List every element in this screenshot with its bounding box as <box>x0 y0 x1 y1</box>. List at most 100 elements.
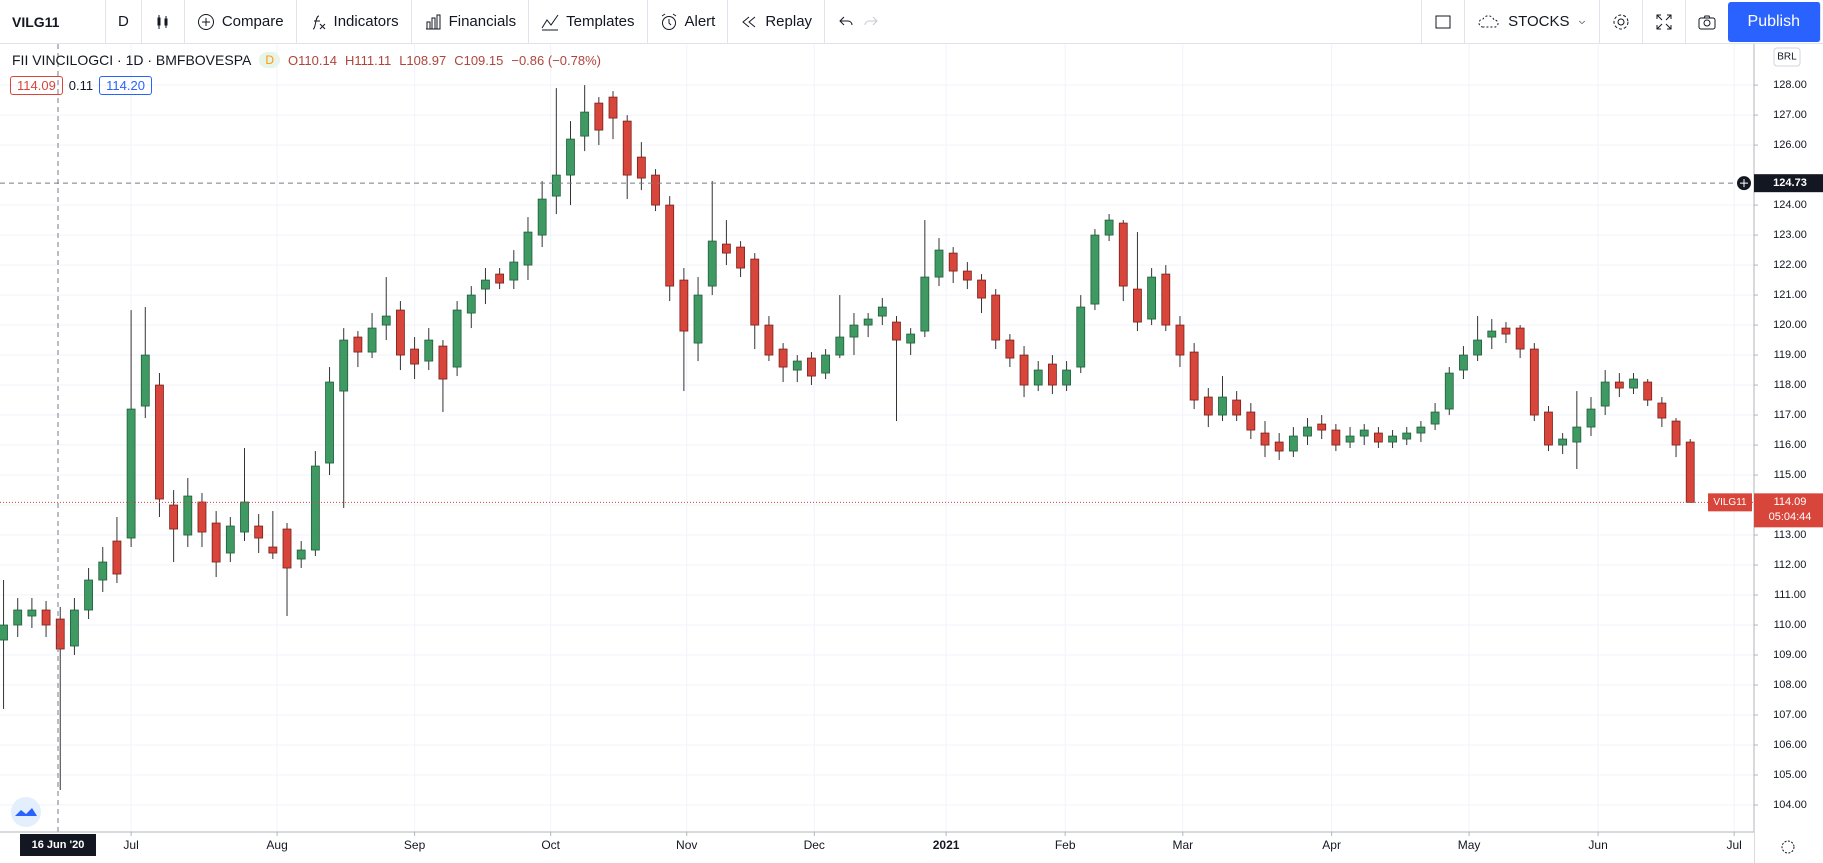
replay-button[interactable]: Replay <box>728 0 826 44</box>
y-tick-label: 109.00 <box>1773 649 1807 661</box>
candle-body <box>1019 354 1029 386</box>
snapshot-button[interactable] <box>1686 0 1728 44</box>
label: STOCKS <box>1508 13 1570 30</box>
candle-body <box>1345 435 1355 443</box>
candle-body <box>679 279 689 332</box>
spread: 0.11 <box>68 78 94 93</box>
candle-body <box>1459 354 1468 371</box>
y-tick-label: 111.00 <box>1774 589 1806 601</box>
label: Templates <box>566 13 635 30</box>
candle-body <box>1288 435 1298 452</box>
candle-body <box>1246 411 1256 431</box>
candle-body <box>466 294 476 314</box>
bid[interactable]: 114.09 <box>10 76 63 95</box>
legend-low: L108.97 <box>399 52 447 68</box>
compare-button[interactable]: Compare <box>185 0 297 44</box>
candle-body <box>98 561 108 581</box>
label: Financials <box>448 13 517 30</box>
candle-body <box>1487 330 1497 338</box>
candle-body <box>566 138 575 176</box>
currency-badge: BRL <box>1773 47 1801 67</box>
candle-body <box>608 96 618 119</box>
candle-body <box>665 204 675 287</box>
countdown: 05:04:44 <box>1769 511 1812 523</box>
candle-body <box>523 231 533 266</box>
ask[interactable]: 114.20 <box>99 76 152 95</box>
candle-body <box>495 273 505 284</box>
publish-button[interactable]: Publish <box>1727 1 1821 42</box>
status-flag: D <box>259 52 281 68</box>
candle-body <box>1076 306 1086 368</box>
y-tick-label: 115.00 <box>1774 469 1807 481</box>
last-price-label: 114.09 <box>1774 496 1807 508</box>
fullscreen-button[interactable] <box>1643 0 1686 44</box>
candle-body <box>778 348 788 368</box>
x-tick-label: May <box>1458 838 1481 852</box>
layout-button[interactable] <box>1421 0 1466 44</box>
label: Replay <box>765 13 813 30</box>
candle-body <box>1373 432 1383 443</box>
candle-body <box>1189 351 1199 401</box>
x-tick-label: Jun <box>1588 838 1607 852</box>
candle-body <box>0 624 8 641</box>
candle-body <box>41 609 51 626</box>
candle-body <box>112 540 122 575</box>
candle-body <box>1600 381 1610 407</box>
x-tick-label: 2021 <box>933 838 960 852</box>
candle-body <box>1629 378 1638 389</box>
y-tick-label: 112.00 <box>1774 559 1807 571</box>
y-tick-label: 110.00 <box>1774 619 1807 631</box>
candle-body <box>962 270 972 281</box>
time-settings[interactable] <box>1781 840 1795 854</box>
candle-body <box>367 327 377 353</box>
candle-body <box>1388 435 1397 443</box>
candle-body <box>1090 234 1100 305</box>
legend-open: O110.14 <box>288 52 337 68</box>
candle-body <box>594 102 604 131</box>
x-tick-label: Apr <box>1322 838 1341 852</box>
candle-body <box>792 360 802 371</box>
crosshair-price-box <box>1754 174 1823 193</box>
currency-label: BRL <box>1777 52 1797 63</box>
indicators-button[interactable]: Indicators <box>297 0 412 44</box>
candle-body <box>821 354 831 374</box>
candle-body <box>934 249 944 278</box>
candle-body <box>1444 372 1454 410</box>
y-tick-label: 105.00 <box>1773 769 1807 781</box>
candle-body <box>1586 408 1596 428</box>
chart-style[interactable] <box>142 0 185 44</box>
toolbar: VILG11 D Compare Indicators Financials T… <box>0 0 1823 44</box>
interval[interactable]: D <box>106 0 142 44</box>
x-tick-label: Jul <box>1726 838 1741 852</box>
candle-body <box>991 294 1001 341</box>
logo[interactable] <box>11 797 41 827</box>
symbol-search[interactable]: VILG11 <box>0 0 106 44</box>
candle-body <box>807 357 816 377</box>
badge-box <box>1773 47 1801 67</box>
x-tick-label: Nov <box>676 838 697 852</box>
legend-close: C109.15 <box>454 52 504 68</box>
symbol-box <box>1708 493 1752 512</box>
candle-body <box>410 348 419 365</box>
candle-body <box>1317 423 1327 431</box>
candle-body <box>381 315 391 326</box>
crosshair-date-label: 16 Jun '20 <box>32 839 85 851</box>
candle-body <box>722 243 731 254</box>
alert-button[interactable]: Alert <box>648 0 729 44</box>
financials-button[interactable]: Financials <box>412 0 530 44</box>
candle-body <box>1473 339 1483 356</box>
candle-body <box>948 252 958 272</box>
candle-body <box>452 309 462 368</box>
market-button[interactable]: STOCKS <box>1465 0 1600 44</box>
y-tick-label: 121.00 <box>1773 289 1807 301</box>
templates-button[interactable]: Templates <box>529 0 648 44</box>
candle-body <box>353 336 363 353</box>
x-tick-label: Dec <box>804 838 825 852</box>
candle-body <box>622 120 632 176</box>
y-tick-label: 126.00 <box>1773 139 1807 151</box>
undo-redo[interactable] <box>825 0 892 44</box>
candle-body <box>1402 432 1412 440</box>
candle-body <box>254 525 264 539</box>
candle-body <box>1203 396 1213 416</box>
settings-button[interactable] <box>1600 0 1643 44</box>
